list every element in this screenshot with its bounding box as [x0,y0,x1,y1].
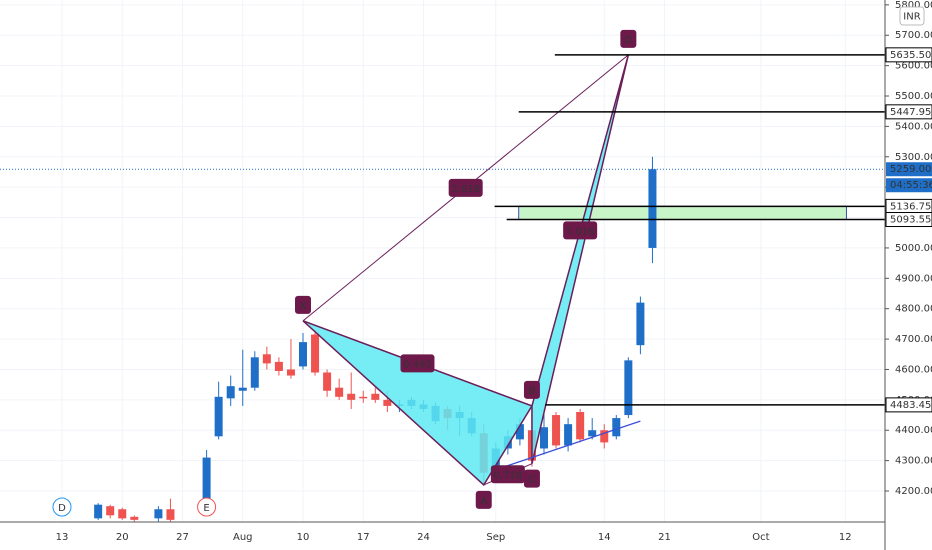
candle-body [359,396,368,399]
ratio-label: 7.016 [566,226,595,237]
y-tick-label: 5800.00 [895,0,932,11]
candle-body [624,360,633,416]
y-tick-label: 4300.00 [895,456,932,467]
pattern-point-label-box [620,29,637,48]
candle-body [106,506,115,516]
candle-body [118,509,127,519]
pattern-point-label-box [523,469,540,488]
y-tick-label: 4200.00 [895,486,932,497]
currency: INR [903,12,920,23]
ratio-label-box [563,221,598,240]
candle-body [612,418,621,437]
ratio-label-box [490,465,525,484]
candle-body [323,372,332,391]
candle-body [154,509,163,519]
candle-body [576,412,585,440]
event-label: E [203,503,209,514]
level-badge [885,104,932,120]
ratio-label-box [448,178,483,197]
y-tick-label: 5600.00 [895,61,932,72]
candle-body [335,387,344,397]
y-tick-label: 4900.00 [895,273,932,284]
event-label: D [58,503,66,514]
pattern-point-label: B [529,386,536,397]
candle-body [636,302,645,346]
level-label: 5093.55 [890,215,931,226]
candle-body [166,509,175,520]
y-tick-label: 4600.00 [895,364,932,375]
level-label: 4483.45 [890,400,931,411]
pattern-point-label-box [523,380,540,399]
candle-body [564,424,573,446]
candle-body [299,342,307,367]
candle-body [274,361,283,371]
candle-body [588,430,597,437]
x-tick-label: 20 [116,532,129,543]
event-marker [197,497,217,517]
candle-body [226,386,235,399]
y-tick-label: 5000.00 [895,243,932,254]
x-tick-label: 27 [176,532,189,543]
candle-body [214,396,223,437]
current-label: 5259.00 [890,164,931,175]
candle-body [202,457,211,510]
pattern-point-label: D [624,35,632,46]
candle-body [371,393,380,400]
candle-body [552,415,561,446]
level-badge [885,397,932,413]
y-tick-label: 4800.00 [895,304,932,315]
candle-body [238,387,247,391]
candle-body [250,357,259,388]
x-tick-label: 13 [56,532,69,543]
y-tick-label: 5300.00 [895,152,932,163]
event-marker [52,497,72,517]
countdown-badge [886,178,932,193]
trendline [494,420,641,471]
countdown-label: 04:55:36 [890,180,932,191]
ratio-label: 0.718 [494,470,523,481]
candle-body [130,516,139,520]
level-label: 5136.75 [890,201,931,212]
currency-badge[interactable] [899,6,925,26]
x-tick-label: 21 [658,532,671,543]
candle-body [311,334,320,373]
level-label: 5635.50 [890,50,931,61]
current-badge [886,162,932,177]
pattern-point-label: C [528,475,535,486]
x-tick-label: Sep [486,532,505,543]
ratio-label-box [400,354,435,373]
x-tick-label: 17 [357,532,370,543]
zone [518,205,847,221]
pattern-point-label: A [480,496,487,507]
candle-body [262,354,271,364]
x-tick-label: 14 [598,532,611,543]
candle-body [648,169,657,248]
x-tick-label: 10 [297,532,310,543]
level-badge [885,212,932,228]
level-label: 5447.95 [890,107,931,118]
candle-body [286,369,295,376]
candle-body [515,424,524,440]
candle-body [540,427,548,449]
x-tick-label: 12 [839,532,852,543]
y-tick-label: 4700.00 [895,334,932,345]
y-tick-label: 5500.00 [895,91,932,102]
candle-body [383,399,392,406]
pattern-point-label-box [295,295,311,314]
y-tick-label: 4400.00 [895,425,932,436]
ratio-label: 0.492 [403,359,432,370]
x-tick-label: Aug [233,532,253,543]
ratio-label: 2.618 [451,184,480,195]
y-tick-label: 5700.00 [895,30,932,41]
candle-body [94,504,103,519]
x-tick-label: 24 [417,532,430,543]
level-badge [885,47,932,63]
candle-body [347,393,356,400]
candle-body [600,430,609,443]
pattern-point-label: X [300,301,307,312]
y-tick-label: 5400.00 [895,121,932,132]
x-tick-label: Oct [752,532,769,543]
pattern-point-label-box [475,490,492,509]
